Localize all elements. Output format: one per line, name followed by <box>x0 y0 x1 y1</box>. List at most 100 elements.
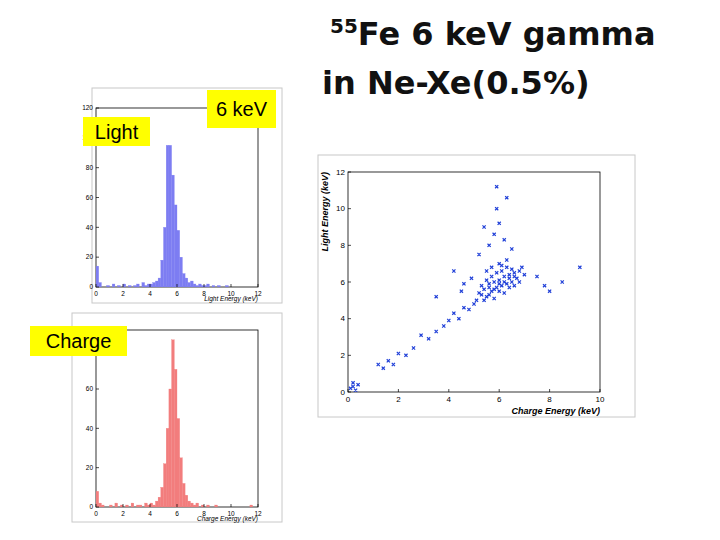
point <box>404 354 407 357</box>
label-box <box>207 90 276 128</box>
bar <box>226 286 229 287</box>
bar <box>218 286 221 287</box>
bar <box>231 287 234 288</box>
bar <box>228 287 231 288</box>
bar <box>236 507 239 508</box>
label-box <box>30 326 127 356</box>
bar <box>110 505 113 507</box>
bar <box>231 507 234 508</box>
bar <box>174 205 177 287</box>
bar <box>215 505 218 507</box>
bar <box>120 505 123 507</box>
bar <box>161 487 164 507</box>
bar <box>107 286 110 287</box>
point <box>482 225 485 228</box>
point <box>495 185 498 188</box>
bar <box>96 266 99 287</box>
title-superscript: 55 <box>330 14 358 38</box>
bar <box>128 286 131 287</box>
x-tick-label: 4 <box>148 510 152 517</box>
bar <box>188 501 191 507</box>
point <box>518 280 521 283</box>
bar <box>196 503 199 507</box>
y-tick-label: 40 <box>86 224 94 231</box>
point <box>510 247 513 250</box>
bar <box>196 286 199 287</box>
y-tick-label: 2 <box>341 351 346 360</box>
y-tick <box>96 428 99 429</box>
bar <box>226 507 229 508</box>
x-axis-label: Charge Energy (keV) <box>511 406 600 416</box>
point <box>475 299 478 302</box>
point <box>447 319 450 322</box>
point <box>493 280 496 283</box>
point <box>503 275 506 278</box>
bar <box>134 286 137 287</box>
bar <box>245 507 248 508</box>
point <box>477 253 480 256</box>
y-tick <box>348 282 351 283</box>
bar <box>112 284 115 287</box>
bar <box>245 287 248 288</box>
point <box>435 330 438 333</box>
point <box>508 273 511 276</box>
bar <box>101 505 104 507</box>
chart: 024681012020406080100120Light Energy (ke… <box>82 88 282 303</box>
bar <box>147 505 150 507</box>
x-tick <box>231 284 232 287</box>
bar <box>253 287 256 288</box>
bar <box>191 281 194 287</box>
bar <box>239 287 242 288</box>
bar <box>255 507 258 508</box>
point <box>548 290 551 293</box>
bar <box>101 287 104 288</box>
point <box>505 196 508 199</box>
point <box>480 293 483 296</box>
bar <box>239 507 242 508</box>
bar <box>188 283 191 287</box>
point <box>493 288 496 291</box>
x-tick <box>549 389 550 392</box>
bar <box>142 507 145 508</box>
bar <box>128 507 131 508</box>
point <box>523 273 526 276</box>
point <box>518 269 521 272</box>
point <box>508 277 511 280</box>
point <box>520 266 523 269</box>
point <box>505 266 508 269</box>
bar <box>172 175 175 287</box>
bar <box>139 505 142 507</box>
point <box>500 264 503 267</box>
bar <box>118 507 121 508</box>
point <box>503 280 506 283</box>
bar <box>112 507 115 508</box>
bar <box>166 428 169 507</box>
bar <box>204 507 207 508</box>
label: Light <box>95 121 139 143</box>
bar <box>185 495 188 507</box>
point <box>467 308 470 311</box>
x-tick <box>448 389 449 392</box>
x-tick <box>96 504 97 507</box>
bar <box>212 286 215 287</box>
bar <box>242 507 245 508</box>
bar <box>164 464 167 507</box>
panel <box>92 88 282 303</box>
point <box>351 381 354 384</box>
bar <box>115 503 118 507</box>
point <box>356 383 359 386</box>
y-tick <box>96 507 99 508</box>
y-tick-label: 4 <box>341 314 346 323</box>
point <box>482 288 485 291</box>
point <box>495 271 498 274</box>
point <box>493 233 496 236</box>
point <box>387 359 390 362</box>
point <box>561 280 564 283</box>
point <box>470 277 473 280</box>
point <box>480 284 483 287</box>
bar <box>134 507 137 508</box>
x-tick-label: 0 <box>346 395 351 404</box>
label-box <box>83 117 150 146</box>
bar <box>145 286 148 287</box>
bar <box>223 287 226 288</box>
